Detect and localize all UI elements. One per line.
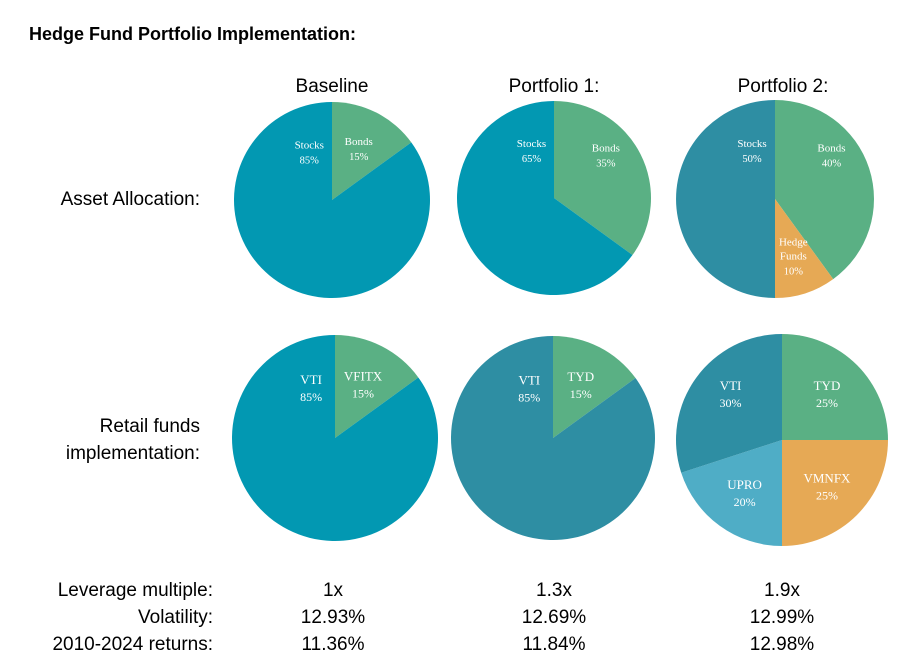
- pie-chart-retail-portfolio-2: TYD 25% VMNFX 25% UPRO 20% VTI 30%: [676, 334, 888, 546]
- pie-slice-bonds: [332, 102, 412, 200]
- slice-pct-tyd: 25%: [816, 396, 838, 410]
- slice-pct-bonds: 15%: [349, 152, 369, 163]
- slice-label-vti: VTI: [518, 373, 540, 388]
- slice-pct-vti: 85%: [300, 390, 322, 404]
- slice-label-hedge-funds: Hedge: [779, 237, 808, 249]
- column-header-baseline: Baseline: [295, 76, 369, 97]
- page-title: Hedge Fund Portfolio Implementation:: [29, 24, 356, 44]
- metric-label-leverage: Leverage multiple:: [57, 580, 213, 601]
- volatility-portfolio-2: 12.99%: [749, 607, 815, 628]
- slice-label-vmnfx: VMNFX: [803, 470, 851, 485]
- slice-label-bonds: Bonds: [817, 143, 845, 155]
- leverage-portfolio-2: 1.9x: [764, 580, 800, 601]
- slice-label-bonds: Bonds: [345, 136, 373, 148]
- row-label-retail-line-1: Retail funds: [99, 416, 200, 437]
- pie-slice-upro: [681, 440, 782, 546]
- pie-slice-bonds: [775, 100, 874, 280]
- slice-label-bonds: Bonds: [592, 143, 620, 155]
- slice-label-upro: UPRO: [727, 477, 762, 492]
- row-label-retail-funds: Retail funds implementation:: [66, 413, 200, 467]
- returns-portfolio-2: 12.98%: [749, 634, 815, 655]
- pie-slice-bonds: [554, 101, 651, 256]
- slice-pct-hedge-funds: 10%: [784, 267, 804, 278]
- pie-chart-asset-portfolio-1: Bonds 35% Stocks 65%: [456, 101, 651, 295]
- column-header-portfolio-1: Portfolio 1:: [508, 76, 600, 97]
- slice-pct-stocks: 50%: [742, 154, 762, 165]
- leverage-baseline: 1x: [322, 580, 344, 601]
- pie-slice-vmnfx: [782, 440, 888, 546]
- slice-pct-vti: 30%: [720, 396, 742, 410]
- slice-label-stocks: Stocks: [295, 139, 324, 151]
- slice-pct-vfitx: 15%: [352, 386, 374, 400]
- slice-pct-stocks: 85%: [300, 155, 320, 166]
- slice-pct-upro: 20%: [734, 495, 756, 509]
- slice-label-vti: VTI: [720, 378, 742, 393]
- slice-pct-bonds: 35%: [596, 159, 616, 170]
- pie-slice-vfitx: [335, 335, 419, 438]
- metric-label-volatility: Volatility:: [138, 607, 213, 628]
- slice-label-stocks: Stocks: [517, 138, 546, 150]
- slice-label-vfitx: VFITX: [344, 368, 383, 383]
- volatility-portfolio-1: 12.69%: [521, 607, 587, 628]
- pie-slice-stocks: [234, 102, 430, 298]
- pie-slice-vti: [232, 335, 438, 541]
- pie-chart-retail-baseline: VFITX 15% VTI 85%: [232, 335, 438, 541]
- row-label-asset-allocation: Asset Allocation:: [60, 189, 200, 210]
- slice-pct-vmnfx: 25%: [816, 488, 838, 502]
- volatility-baseline: 12.93%: [300, 607, 366, 628]
- pie-slice-hedge-funds: [775, 199, 834, 298]
- pie-slice-stocks: [676, 100, 775, 298]
- slice-pct-bonds: 40%: [822, 159, 842, 170]
- pie-slice-stocks: [456, 101, 633, 295]
- slice-label-hedge-funds: Funds: [780, 251, 807, 263]
- slice-pct-vti: 85%: [518, 391, 540, 405]
- returns-baseline: 11.36%: [301, 634, 365, 655]
- metric-label-returns: 2010-2024 returns:: [52, 634, 213, 655]
- slice-label-vti: VTI: [300, 372, 322, 387]
- returns-portfolio-1: 11.84%: [522, 634, 586, 655]
- slice-label-stocks: Stocks: [737, 138, 766, 150]
- slice-pct-tyd: 15%: [570, 387, 592, 401]
- row-label-retail-line-2: implementation:: [65, 443, 200, 464]
- pie-slice-tyd: [553, 336, 636, 438]
- pie-chart-retail-portfolio-1: TYD 15% VTI 85%: [451, 336, 655, 540]
- pie-chart-asset-portfolio-2: Bonds 40% Hedge Funds 10% Stocks 50%: [676, 100, 874, 298]
- leverage-portfolio-1: 1.3x: [536, 580, 572, 601]
- slice-pct-stocks: 65%: [522, 154, 542, 165]
- slice-label-tyd: TYD: [814, 378, 841, 393]
- pie-slice-tyd: [782, 334, 888, 440]
- slice-label-tyd: TYD: [567, 369, 594, 384]
- pie-slice-vti: [451, 336, 655, 540]
- pie-slice-vti: [676, 334, 782, 473]
- column-header-portfolio-2: Portfolio 2:: [737, 76, 829, 97]
- pie-chart-asset-baseline: Bonds 15% Stocks 85%: [234, 102, 430, 298]
